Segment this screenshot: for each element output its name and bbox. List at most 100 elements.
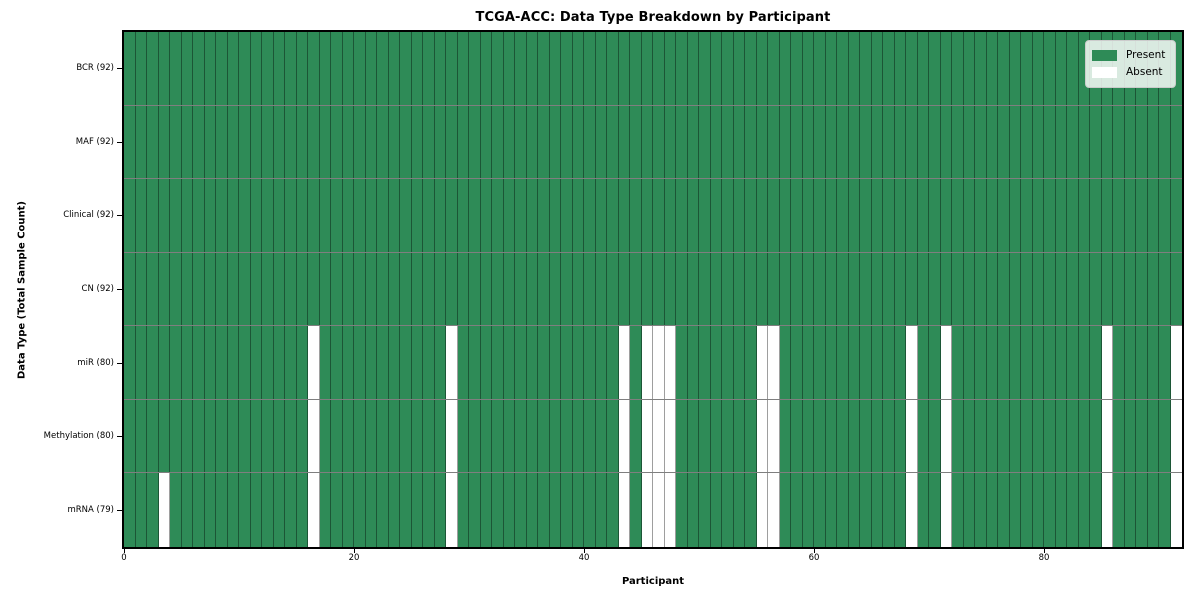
heatmap-cell xyxy=(1159,473,1171,547)
heatmap-cell xyxy=(227,473,239,547)
heatmap-cell xyxy=(1124,326,1136,399)
heatmap-cell xyxy=(860,32,872,105)
heatmap-cell xyxy=(814,32,826,105)
heatmap-cell xyxy=(883,105,895,179)
heatmap-cell xyxy=(285,105,297,179)
heatmap-cell xyxy=(423,252,435,326)
heatmap-cell xyxy=(492,179,504,252)
heatmap-cell xyxy=(492,105,504,179)
heatmap-cell xyxy=(170,105,182,179)
y-tick-label: CN (92) xyxy=(81,284,114,294)
heatmap-cell xyxy=(676,252,688,326)
heatmap-grid xyxy=(124,32,1182,547)
heatmap-cell xyxy=(1044,326,1056,399)
heatmap-cell xyxy=(273,399,285,473)
heatmap-cell xyxy=(342,326,354,399)
heatmap-cell xyxy=(722,326,734,399)
heatmap-cell xyxy=(1078,399,1090,473)
heatmap-cell xyxy=(262,252,274,326)
heatmap-cell xyxy=(963,473,975,547)
heatmap-cell xyxy=(917,179,929,252)
heatmap-cell xyxy=(193,473,205,547)
heatmap-cell xyxy=(687,252,699,326)
heatmap-cell xyxy=(1147,473,1159,547)
heatmap-cell xyxy=(986,399,998,473)
x-tick-mark xyxy=(583,549,585,553)
heatmap-cell xyxy=(998,326,1010,399)
heatmap-cell xyxy=(871,32,883,105)
heatmap-cell xyxy=(515,105,527,179)
heatmap-cell xyxy=(411,399,423,473)
heatmap-cell xyxy=(285,252,297,326)
heatmap-cell xyxy=(837,326,849,399)
heatmap-cell xyxy=(250,399,262,473)
heatmap-cell xyxy=(319,326,331,399)
heatmap-cell xyxy=(802,326,814,399)
heatmap-cell xyxy=(239,32,251,105)
heatmap-cell xyxy=(791,32,803,105)
heatmap-cell xyxy=(1021,252,1033,326)
heatmap-row xyxy=(124,105,1182,180)
heatmap-cell xyxy=(940,32,952,105)
heatmap-cell xyxy=(975,252,987,326)
heatmap-cell xyxy=(135,473,147,547)
heatmap-cell xyxy=(469,326,481,399)
heatmap-cell xyxy=(1032,252,1044,326)
heatmap-cell xyxy=(1032,105,1044,179)
heatmap-cell xyxy=(124,326,136,399)
heatmap-cell xyxy=(480,105,492,179)
heatmap-cell xyxy=(906,252,918,326)
heatmap-cell xyxy=(1147,105,1159,179)
heatmap-cell xyxy=(181,32,193,105)
heatmap-cell xyxy=(193,326,205,399)
heatmap-cell xyxy=(423,105,435,179)
heatmap-cell xyxy=(814,326,826,399)
heatmap-cell xyxy=(124,179,136,252)
heatmap-cell xyxy=(423,179,435,252)
heatmap-cell xyxy=(331,399,343,473)
heatmap-cell xyxy=(699,105,711,179)
heatmap-cell xyxy=(434,32,446,105)
legend-label: Present xyxy=(1126,48,1166,61)
heatmap-cell xyxy=(308,179,320,252)
heatmap-cell xyxy=(630,252,642,326)
heatmap-cell xyxy=(1113,105,1125,179)
y-tick-label: miR (80) xyxy=(77,357,114,368)
heatmap-cell xyxy=(296,105,308,179)
heatmap-cell xyxy=(768,326,780,399)
heatmap-cell xyxy=(653,32,665,105)
heatmap-cell xyxy=(572,105,584,179)
heatmap-cell xyxy=(825,326,837,399)
heatmap-cell xyxy=(1159,105,1171,179)
heatmap-cell xyxy=(768,473,780,547)
heatmap-cell xyxy=(135,399,147,473)
heatmap-cell xyxy=(170,326,182,399)
heatmap-cell xyxy=(986,252,998,326)
heatmap-cell xyxy=(503,179,515,252)
heatmap-cell xyxy=(676,399,688,473)
heatmap-cell xyxy=(917,252,929,326)
legend-label: Absent xyxy=(1126,65,1163,78)
heatmap-cell xyxy=(860,326,872,399)
heatmap-cell xyxy=(883,32,895,105)
y-tick-mark xyxy=(117,289,122,290)
heatmap-cell xyxy=(503,32,515,105)
heatmap-cell xyxy=(308,326,320,399)
heatmap-cell xyxy=(239,105,251,179)
heatmap-cell xyxy=(1124,179,1136,252)
heatmap-cell xyxy=(457,252,469,326)
heatmap-cell xyxy=(400,326,412,399)
heatmap-cell xyxy=(952,473,964,547)
heatmap-cell xyxy=(837,105,849,179)
heatmap-cell xyxy=(653,252,665,326)
heatmap-cell xyxy=(825,179,837,252)
heatmap-cell xyxy=(768,179,780,252)
heatmap-cell xyxy=(204,179,216,252)
heatmap-cell xyxy=(894,105,906,179)
heatmap-cell xyxy=(699,399,711,473)
heatmap-cell xyxy=(779,252,791,326)
heatmap-cell xyxy=(653,326,665,399)
heatmap-cell xyxy=(239,399,251,473)
heatmap-cell xyxy=(929,326,941,399)
